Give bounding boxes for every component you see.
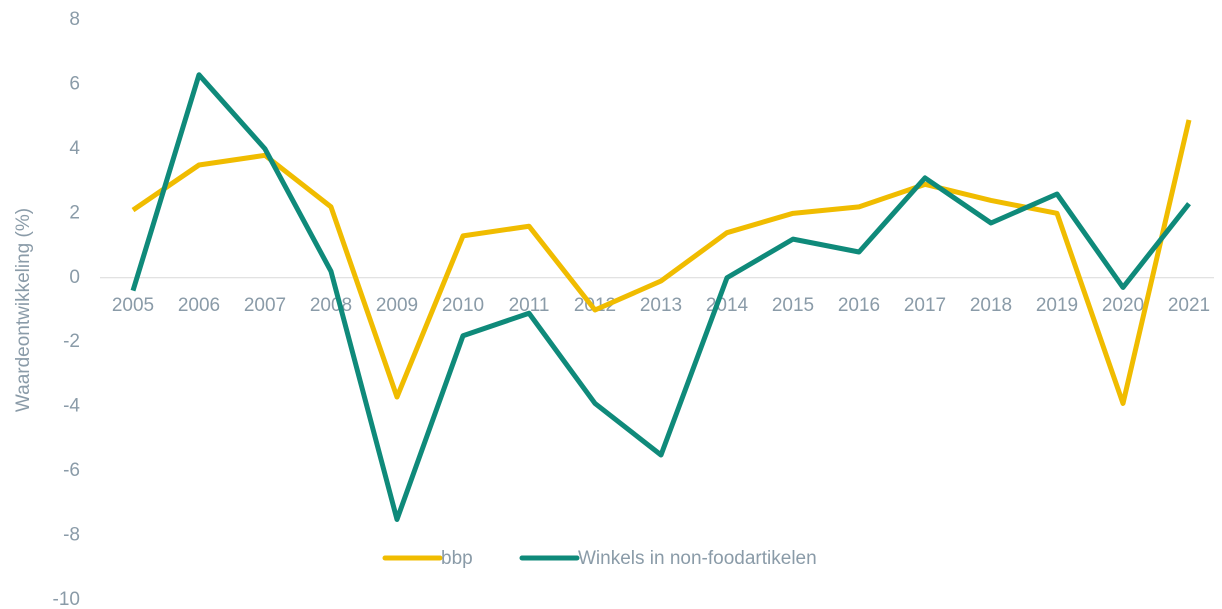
y-tick-label: -2 — [63, 331, 80, 352]
y-tick-label: -6 — [63, 460, 80, 481]
x-tick-label: 2019 — [1036, 295, 1078, 316]
y-tick-label: 0 — [69, 267, 80, 288]
x-tick-label: 2007 — [244, 295, 286, 316]
y-axis-label: Waardeontwikkeling (%) — [13, 208, 34, 412]
legend-label: Winkels in non-foodartikelen — [578, 548, 817, 569]
x-tick-label: 2018 — [970, 295, 1012, 316]
x-tick-label: 2020 — [1102, 295, 1144, 316]
y-tick-label: 6 — [69, 73, 80, 94]
x-tick-label: 2011 — [509, 295, 550, 316]
x-tick-label: 2010 — [442, 295, 484, 316]
y-tick-label: 4 — [69, 138, 80, 159]
series-line — [131, 119, 1192, 406]
y-tick-label: -4 — [63, 396, 80, 417]
x-tick-label: 2015 — [772, 295, 814, 316]
x-tick-label: 2013 — [640, 295, 682, 316]
x-tick-label: 2016 — [838, 295, 880, 316]
x-tick-label: 2017 — [904, 295, 946, 316]
y-tick-label: 8 — [69, 9, 80, 30]
x-tick-label: 2009 — [376, 295, 418, 316]
x-tick-label: 2006 — [178, 295, 220, 316]
x-tick-label: 2021 — [1168, 295, 1210, 316]
y-tick-label: 2 — [69, 202, 80, 223]
y-tick-label: -8 — [63, 525, 80, 546]
x-tick-label: 2005 — [112, 295, 154, 316]
series-line — [130, 72, 1191, 522]
x-tick-label: 2008 — [310, 295, 352, 316]
y-tick-label: -10 — [53, 589, 80, 609]
legend-label: bbp — [441, 548, 473, 569]
